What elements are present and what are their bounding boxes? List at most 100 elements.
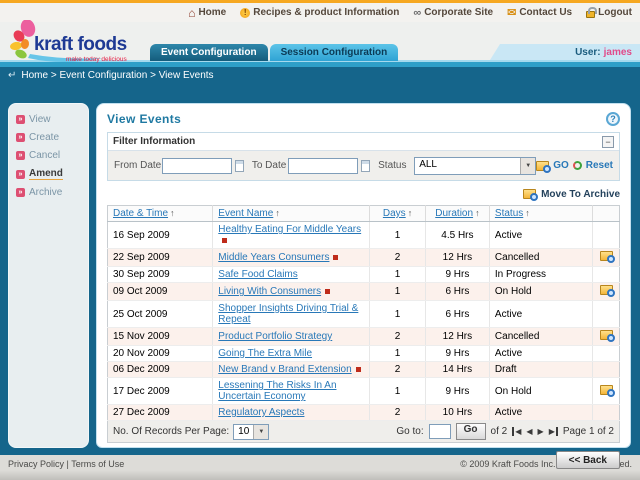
event-duration-cell: 9 Hrs [425, 345, 490, 362]
event-date-cell: 30 Sep 2009 [107, 266, 214, 283]
separator-line-light [0, 60, 640, 62]
search-icon [536, 160, 552, 173]
help-icon[interactable]: ? [606, 112, 620, 126]
table-row: 20 Nov 2009 Going The Extra Mile 1 9 Hrs… [107, 345, 620, 362]
event-status-cell: On Hold [489, 282, 594, 301]
sort-date-time[interactable]: Date & Time [113, 208, 169, 219]
event-date-cell: 20 Nov 2009 [107, 345, 214, 362]
event-duration-cell: 12 Hrs [425, 327, 490, 346]
event-comment-cell [592, 248, 620, 267]
page-footer: Privacy Policy | Terms of Use © 2009 Kra… [0, 455, 640, 480]
to-date-label: To Date [251, 160, 287, 171]
move-to-archive-button[interactable]: Move To Archive [541, 188, 620, 200]
event-date-cell: 25 Oct 2009 [107, 300, 214, 328]
calendar-icon[interactable] [360, 159, 371, 172]
kraft-foods-logo: kraft foods make today delicious [8, 19, 178, 64]
comment-icon[interactable] [599, 251, 615, 263]
event-name-cell: Shopper Insights Driving Trial & Repeat [212, 300, 371, 328]
sort-up-icon: ↑ [275, 208, 280, 218]
event-name-cell: Regulatory Aspects [212, 404, 371, 421]
event-name-link[interactable]: Product Portfolio Strategy [218, 331, 333, 342]
sidebar-item-label: Create [29, 132, 60, 143]
goto-page-input[interactable] [428, 424, 451, 439]
sidebar-item-label: Cancel [29, 150, 61, 161]
event-name-link[interactable]: Living With Consumers [218, 286, 322, 297]
from-date-input[interactable] [161, 157, 232, 174]
event-name-link[interactable]: Going The Extra Mile [218, 348, 313, 359]
reset-button[interactable]: Reset [585, 160, 614, 171]
terms-of-use-link[interactable]: Terms of Use [71, 459, 125, 469]
topbar-link-logout[interactable]: Logout [586, 7, 632, 18]
tab-session-configuration[interactable]: Session Configuration [269, 44, 399, 61]
sort-duration[interactable]: Duration [435, 208, 474, 219]
sort-up-icon: ↑ [525, 208, 530, 218]
separator-line-blue [0, 62, 640, 67]
event-date-cell: 15 Nov 2009 [107, 327, 214, 346]
info-icon: ! [240, 7, 251, 18]
breadcrumb-trail[interactable]: Home > Event Configuration > View Events [21, 70, 214, 81]
sort-days[interactable]: Days [382, 208, 406, 219]
user-strip: User: james [490, 44, 640, 60]
topbar-link-corporate-site[interactable]: ∞ Corporate Site [413, 7, 493, 18]
topbar-link-recipes[interactable]: ! Recipes & product Information [240, 7, 399, 18]
event-name-link[interactable]: Middle Years Consumers [218, 252, 330, 263]
table-header-row: Date & Time ↑ Event Name ↑ Days ↑ Duration ↑… [107, 205, 620, 222]
sort-status[interactable]: Status [494, 208, 524, 219]
event-name-link[interactable]: Healthy Eating For Middle Years [218, 224, 362, 235]
pagination-last-icon[interactable]: ▶ [549, 427, 558, 436]
event-name-cell: Healthy Eating For Middle Years [212, 221, 371, 249]
event-status-cell: Active [489, 300, 594, 328]
sidebar-item-amend[interactable]: » Amend [16, 168, 81, 180]
sidebar-item-cancel[interactable]: » Cancel [16, 150, 81, 161]
topbar-link-contact-us[interactable]: ✉ Contact Us [507, 7, 572, 18]
records-per-page-select[interactable]: 10 ▼ [233, 423, 270, 440]
events-table: Date & Time ↑ Event Name ↑ Days ↑ Duration ↑… [107, 205, 620, 421]
go-button[interactable]: GO [553, 160, 569, 171]
event-name-link[interactable]: Safe Food Claims [218, 269, 298, 280]
top-utility-bar: ⌂ Home ! Recipes & product Information ∞… [0, 0, 640, 22]
filter-section: Filter Information − From Date To Date S… [107, 132, 620, 181]
table-row: 15 Nov 2009 Product Portfolio Strategy 2… [107, 327, 620, 346]
goto-go-button[interactable]: Go [455, 423, 486, 440]
table-row: 30 Sep 2009 Safe Food Claims 1 9 Hrs In … [107, 266, 620, 283]
home-icon: ⌂ [188, 5, 196, 20]
event-name-link[interactable]: New Brand v Brand Extension [218, 364, 352, 375]
sidebar-item-archive[interactable]: » Archive [16, 187, 81, 198]
sidebar-item-label: Archive [29, 187, 63, 198]
sidebar-item-create[interactable]: » Create [16, 132, 81, 143]
event-name-link[interactable]: Shopper Insights Driving Trial & Repeat [218, 303, 359, 325]
pagination-prev-icon[interactable]: ◀ [526, 427, 533, 436]
calendar-icon[interactable] [234, 159, 244, 172]
topbar-link-home[interactable]: ⌂ Home [188, 5, 226, 20]
comment-icon[interactable] [599, 384, 615, 397]
event-date-cell: 27 Dec 2009 [107, 404, 214, 421]
pagination-next-icon[interactable]: ▶ [537, 427, 544, 436]
pagination-first-icon[interactable]: ◀ [512, 427, 521, 436]
to-date-input[interactable] [287, 157, 358, 174]
event-date-cell: 16 Sep 2009 [107, 221, 214, 249]
copyright-text: © 2009 Kraft Foods Inc. All rights reser… [460, 459, 632, 469]
privacy-policy-link[interactable]: Privacy Policy [8, 459, 65, 469]
sidebar-item-label: View [29, 114, 51, 125]
sidebar-item-view[interactable]: » View [16, 114, 81, 125]
footer-separator: | [66, 459, 69, 469]
comment-icon[interactable] [599, 285, 615, 297]
sort-event-name[interactable]: Event Name [218, 208, 274, 219]
event-name-link[interactable]: Lessening The Risks In An Uncertain Econ… [218, 380, 337, 402]
event-name-cell: Middle Years Consumers [212, 248, 371, 267]
event-name-link[interactable]: Regulatory Aspects [218, 407, 305, 418]
svg-text:kraft foods: kraft foods [34, 34, 127, 55]
back-button[interactable]: << Back [555, 451, 620, 469]
event-duration-cell: 4.5 Hrs [425, 221, 490, 249]
topbar-label: Logout [598, 7, 632, 18]
event-name-cell: Product Portfolio Strategy [212, 327, 371, 346]
collapse-button[interactable]: − [602, 135, 614, 148]
user-name: james [603, 46, 632, 58]
tab-event-configuration[interactable]: Event Configuration [150, 44, 268, 61]
event-status-cell: Cancelled [489, 327, 594, 346]
status-select[interactable]: ALL ▼ [414, 156, 537, 175]
new-marker-icon [355, 367, 361, 372]
chevron-down-icon: ▼ [253, 424, 269, 439]
event-comment-cell [592, 361, 620, 378]
comment-icon[interactable] [599, 330, 615, 342]
